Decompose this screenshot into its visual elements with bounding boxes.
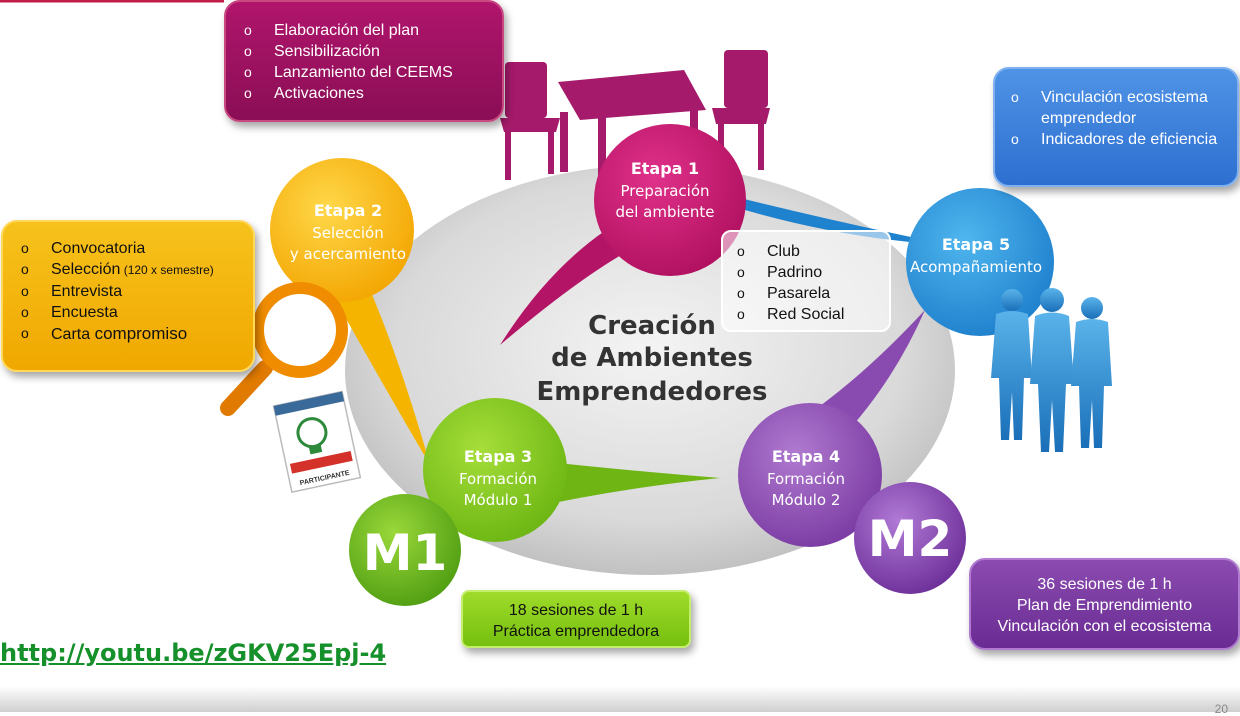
etapa5-activities-box: Vinculación ecosistema emprendedor Indic… — [993, 67, 1239, 187]
etapa3-label-2: Formación — [459, 470, 537, 488]
list-item: Selección (120 x semestre) — [21, 259, 245, 281]
etapa2-label-1: Etapa 2 — [314, 201, 382, 220]
center-title-line-2: de Ambientes — [551, 343, 753, 373]
etapa5-label-2: Acompañamiento — [910, 258, 1042, 276]
list-item: Lanzamiento del CEEMS — [244, 62, 486, 83]
list-item: Entrevista — [21, 281, 245, 302]
list-item: Club — [737, 241, 881, 262]
people-silhouette-icon — [991, 288, 1112, 452]
page-number: 20 — [1214, 702, 1228, 716]
center-title-line-3: Emprendedores — [536, 377, 767, 407]
m2-label: M2 — [868, 510, 953, 568]
list-item: Red Social — [737, 304, 881, 325]
list-item: Vinculación ecosistema emprendedor — [1011, 87, 1225, 129]
seleccion-label: Selección — [51, 261, 121, 278]
list-item: Activaciones — [244, 83, 486, 104]
list-item: Carta compromiso — [21, 323, 245, 345]
m2-plan-line: Plan de Emprendimiento — [1016, 597, 1193, 614]
etapa2-circle — [270, 158, 414, 302]
m2-link-line: Vinculación con el ecosistema — [997, 618, 1212, 635]
magnifier-icon — [220, 282, 348, 416]
etapa1-label-1: Etapa 1 — [631, 159, 699, 178]
center-title-line-1: Creación — [588, 311, 716, 341]
list-item: Indicadores de eficiencia — [1011, 129, 1225, 150]
etapa4-circle — [738, 403, 882, 547]
etapa4-label-1: Etapa 4 — [772, 447, 840, 466]
etapa2-activities-box: Convocatoria Selección (120 x semestre) … — [1, 220, 255, 372]
m1-sessions-box: 18 sesiones de 1 h Práctica emprendedora — [461, 590, 691, 648]
footer-bar — [0, 686, 1240, 712]
m2-sessions-box: 36 sesiones de 1 h Plan de Emprendimient… — [969, 558, 1240, 650]
m2-sessions-line: 36 sesiones de 1 h — [1037, 576, 1172, 593]
etapa5-label-1: Etapa 5 — [942, 235, 1010, 254]
list-item: Pasarela — [737, 283, 881, 304]
etapa4-label-3: Módulo 2 — [772, 491, 841, 509]
m1-label: M1 — [363, 524, 448, 582]
list-item: Padrino — [737, 262, 881, 283]
etapa2-tail — [330, 290, 430, 465]
list-item: Elaboración del plan — [244, 20, 486, 41]
etapa3-label-1: Etapa 3 — [464, 447, 532, 466]
etapa3-circle — [423, 398, 567, 542]
etapa2-label-2: Selección — [312, 224, 384, 242]
etapa1-label-2: Preparación — [620, 182, 709, 200]
etapa2-label-3: y acercamiento — [290, 245, 406, 263]
list-item: Encuesta — [21, 302, 245, 323]
etapa1-circle — [594, 124, 746, 276]
compromiso-label: compromiso — [94, 324, 188, 343]
seleccion-note: (120 x semestre) — [120, 263, 214, 277]
m1-circle — [349, 494, 461, 606]
list-item: Convocatoria — [21, 238, 245, 259]
carta-label: Carta — [51, 326, 95, 343]
etapa4-label-2: Formación — [767, 470, 845, 488]
etapa1-activities-box: Elaboración del plan Sensibilización Lan… — [224, 0, 504, 122]
m1-sessions-line: 18 sesiones de 1 h — [508, 602, 644, 619]
video-link[interactable]: http://youtu.be/zGKV25Epj-4 — [0, 639, 387, 667]
etapa1-label-3: del ambiente — [615, 203, 714, 221]
list-item: Sensibilización — [244, 41, 486, 62]
etapa3-tail — [520, 460, 720, 510]
participant-badge-image: PARTICIPANTE — [272, 390, 362, 493]
m2-circle — [854, 482, 966, 594]
club-box: Club Padrino Pasarela Red Social — [721, 230, 891, 332]
m1-practice-line: Práctica emprendedora — [492, 623, 660, 640]
etapa3-label-3: Módulo 1 — [464, 491, 533, 509]
